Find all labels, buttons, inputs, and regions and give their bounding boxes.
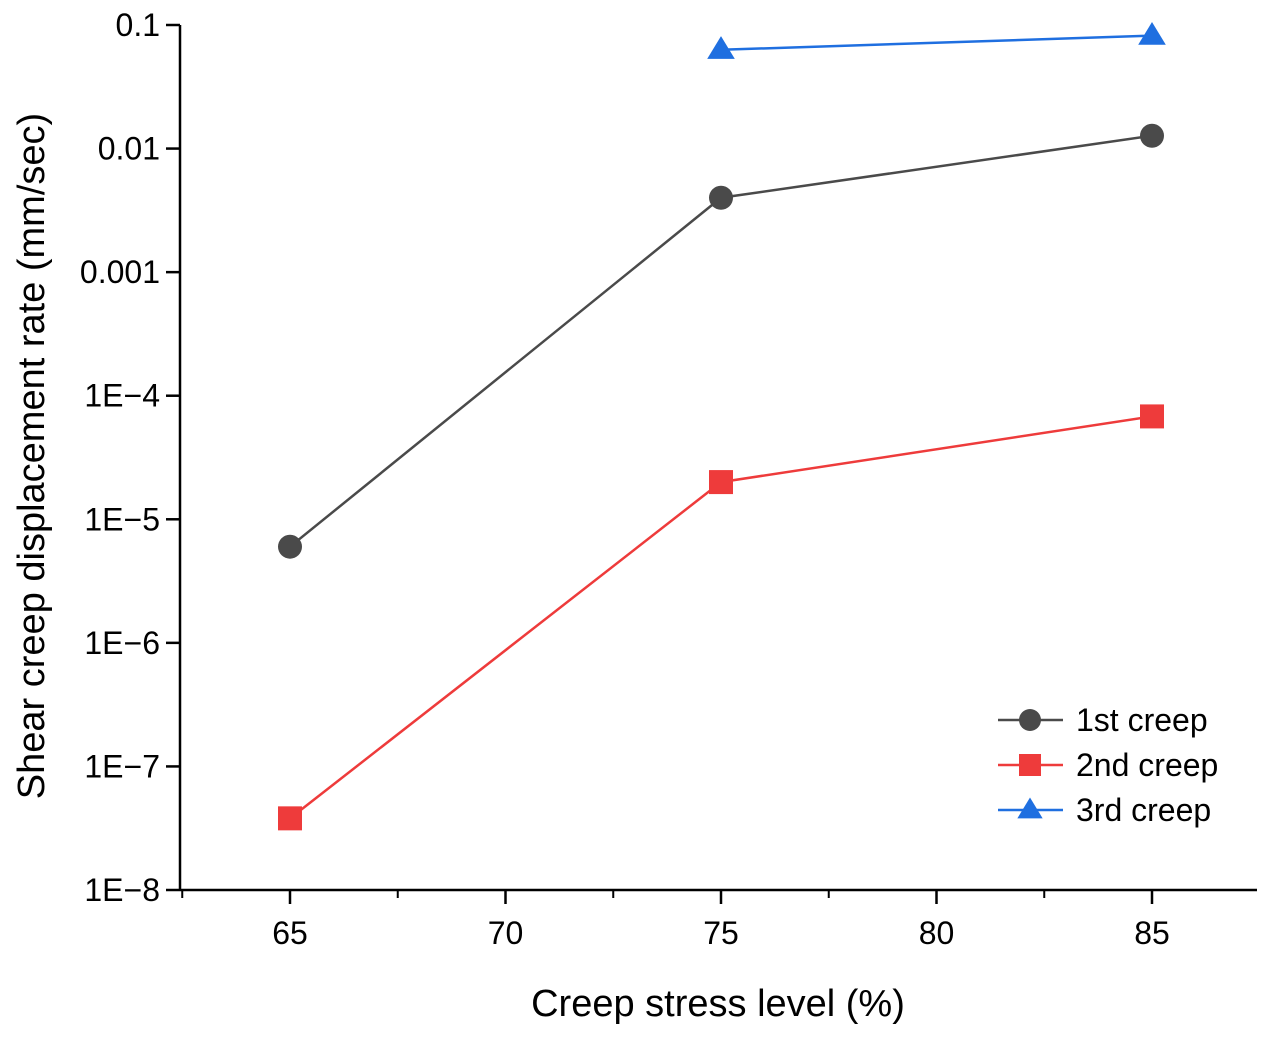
data-point — [1138, 21, 1166, 45]
x-axis: 65 70 75 80 85 — [181, 890, 1170, 951]
data-point — [709, 185, 733, 210]
legend-item: 3rd creep — [998, 792, 1211, 828]
plot-frame — [178, 25, 1257, 892]
y-tick-label: 1E−6 — [84, 625, 160, 661]
legend-label: 3rd creep — [1076, 792, 1211, 828]
x-tick-label: 75 — [703, 915, 739, 951]
data-point — [709, 470, 733, 495]
x-tick-label: 70 — [488, 915, 524, 951]
series-2 — [278, 404, 1164, 831]
y-tick-label: 0.01 — [98, 131, 160, 167]
data-point — [278, 806, 302, 831]
legend: 1st creep 2nd creep 3rd creep — [998, 702, 1218, 828]
series-line — [720, 34, 1153, 52]
y-tick-label: 1E−7 — [84, 748, 160, 784]
y-tick-label: 1E−5 — [84, 501, 160, 537]
legend-label: 2nd creep — [1076, 747, 1218, 783]
x-tick-label: 80 — [919, 915, 955, 951]
y-tick-label: 0.001 — [80, 254, 160, 290]
legend-item: 2nd creep — [998, 747, 1218, 783]
data-point — [1140, 404, 1164, 429]
legend-marker — [1017, 797, 1043, 819]
data-point — [1140, 123, 1164, 148]
x-tick-label: 85 — [1134, 915, 1170, 951]
y-tick-label: 1E−4 — [84, 378, 160, 414]
x-tick-label: 65 — [272, 915, 308, 951]
data-point — [707, 36, 735, 59]
series-3 — [707, 21, 1166, 59]
y-axis-title: Shear creep displacement rate (mm/sec) — [11, 113, 53, 799]
legend-item: 1st creep — [998, 702, 1208, 738]
legend-marker — [1019, 754, 1041, 776]
series-1 — [278, 123, 1164, 559]
y-axis: 0.1 0.01 0.001 1E−4 1E−5 1E−6 1E−7 1E−8 — [80, 7, 180, 908]
x-axis-title: Creep stress level (%) — [531, 983, 905, 1025]
series-layer — [278, 21, 1166, 831]
data-point — [278, 534, 302, 559]
y-tick-label: 0.1 — [116, 7, 160, 43]
legend-label: 1st creep — [1076, 702, 1208, 738]
y-tick-label: 1E−8 — [84, 872, 160, 908]
legend-marker — [1019, 709, 1041, 731]
